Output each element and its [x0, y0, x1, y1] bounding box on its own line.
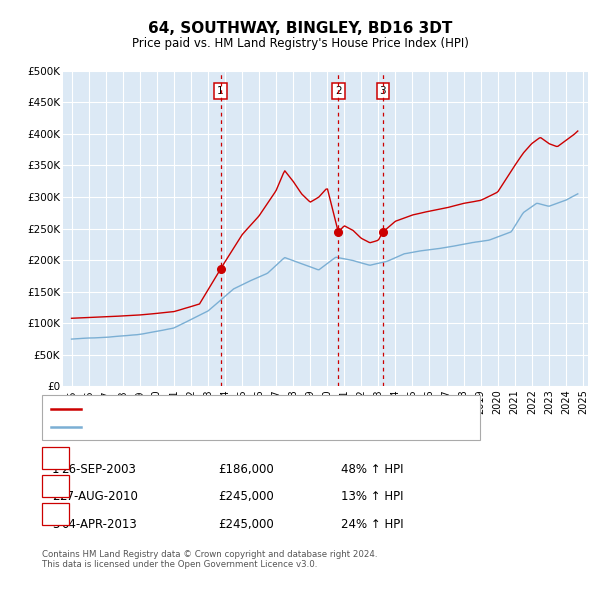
Text: 13% ↑ HPI: 13% ↑ HPI — [341, 490, 403, 503]
Text: 48% ↑ HPI: 48% ↑ HPI — [341, 463, 403, 476]
Text: 04-APR-2013: 04-APR-2013 — [61, 518, 137, 531]
Text: 24% ↑ HPI: 24% ↑ HPI — [341, 518, 403, 531]
Text: £245,000: £245,000 — [218, 518, 274, 531]
Text: 1: 1 — [217, 86, 224, 96]
Text: 3: 3 — [379, 86, 386, 96]
Text: Contains HM Land Registry data © Crown copyright and database right 2024.
This d: Contains HM Land Registry data © Crown c… — [42, 550, 377, 569]
Text: £186,000: £186,000 — [218, 463, 274, 476]
Text: 2: 2 — [52, 490, 59, 503]
Text: £245,000: £245,000 — [218, 490, 274, 503]
Text: HPI: Average price, detached house, Bradford: HPI: Average price, detached house, Brad… — [85, 422, 323, 432]
Text: 2: 2 — [335, 86, 341, 96]
Text: 1: 1 — [52, 463, 59, 476]
Text: 64, SOUTHWAY, BINGLEY, BD16 3DT (detached house): 64, SOUTHWAY, BINGLEY, BD16 3DT (detache… — [85, 404, 369, 414]
Text: 26-SEP-2003: 26-SEP-2003 — [62, 463, 136, 476]
Text: 64, SOUTHWAY, BINGLEY, BD16 3DT: 64, SOUTHWAY, BINGLEY, BD16 3DT — [148, 21, 452, 35]
Text: Price paid vs. HM Land Registry's House Price Index (HPI): Price paid vs. HM Land Registry's House … — [131, 37, 469, 50]
Text: 27-AUG-2010: 27-AUG-2010 — [59, 490, 139, 503]
Text: 3: 3 — [52, 518, 59, 531]
